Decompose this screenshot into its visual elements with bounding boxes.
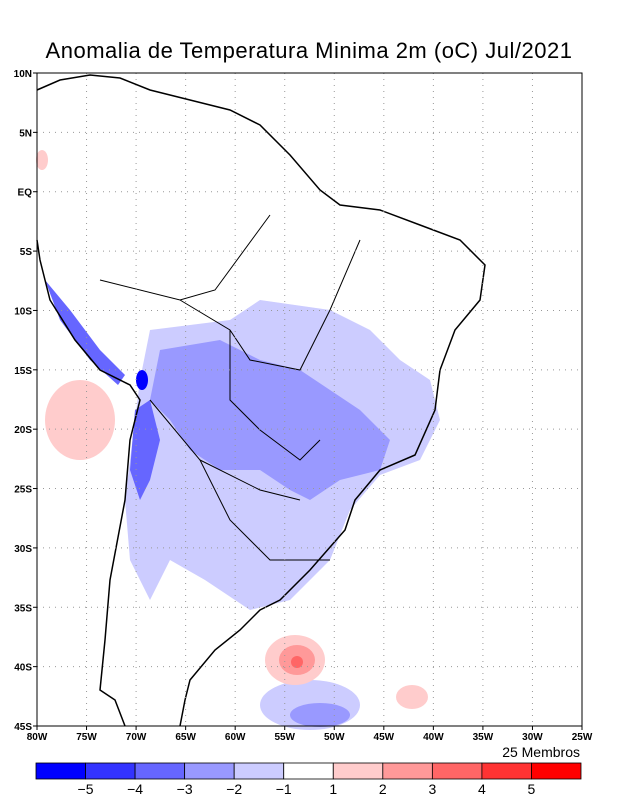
colorbar-swatch [85,762,136,780]
y-tick-label: 20S [14,425,32,436]
y-tick-label: 45S [14,722,32,733]
anomaly-blue-peru [45,280,125,385]
anomaly-fields [36,150,440,730]
y-tick-label: 10N [14,69,32,80]
country-borders [99,214,361,561]
chart-title: Anomalia de Temperatura Minima 2m (oC) J… [45,38,573,63]
colorbar-level-label: 5 [528,781,536,797]
colorbar-swatch [283,762,334,780]
x-tick-label: 30W [522,732,543,743]
colorbar-level-label: 1 [329,781,337,797]
anomaly-dark-blue-spot [136,370,148,390]
gridlines [37,73,582,726]
colorbar-swatch [134,762,186,780]
x-tick-label: 65W [175,732,196,743]
x-tick-label: 35W [473,732,494,743]
colorbar-swatch [332,762,384,780]
colorbar-level-label: −4 [127,781,143,797]
anomaly-mid-blue-south [290,703,350,727]
x-tick-label: 60W [225,732,246,743]
x-tick-label: 80W [27,732,48,743]
colorbar-level-label: −3 [177,781,193,797]
y-tick-label: 5N [19,128,32,139]
y-tick-label: 35S [14,603,32,614]
colorbar-level-label: 2 [379,781,387,797]
anomaly-mid-blue [150,340,390,500]
colorbar-swatch [233,762,285,780]
colorbar-swatch [35,762,86,780]
x-tick-label: 45W [374,732,395,743]
y-tick-label: 30S [14,544,32,555]
colorbar-swatch [184,762,235,780]
positive-anomaly-east [396,685,428,709]
colorbar: −5 −4 −3 −2 −1 1 2 3 4 5 [35,762,582,797]
members-label: 25 Membros [502,744,580,760]
x-tick-label: 50W [324,732,345,743]
colorbar-level-label: −1 [276,781,292,797]
colorbar-level-label: −5 [78,781,94,797]
x-tick-label: 55W [274,732,295,743]
y-tick-label: 10S [14,306,32,317]
x-tick-label: 70W [126,732,147,743]
x-tick-label: 75W [76,732,97,743]
colorbar-level-label: −2 [226,781,242,797]
plot-frame [36,72,583,727]
x-tick-label: 40W [423,732,444,743]
positive-anomaly-north [36,150,48,170]
colorbar-swatch [382,762,433,780]
colorbar-swatch [481,762,532,780]
anomaly-blue-andes [130,400,160,500]
y-tick-label: EQ [18,188,33,199]
y-tick-label: 15S [14,366,32,377]
positive-anomaly-atlantic-peak [291,656,303,668]
colorbar-swatch [431,762,483,780]
colorbar-level-label: 3 [428,781,436,797]
x-tick-label: 25W [572,732,593,743]
y-tick-label: 40S [14,663,32,674]
colorbar-level-label: 4 [478,781,486,797]
colorbar-swatch [531,762,582,780]
y-tick-label: 25S [14,485,32,496]
y-tick-label: 5S [20,247,33,258]
coastline [36,74,486,727]
positive-anomaly-west-ocean [45,380,115,460]
